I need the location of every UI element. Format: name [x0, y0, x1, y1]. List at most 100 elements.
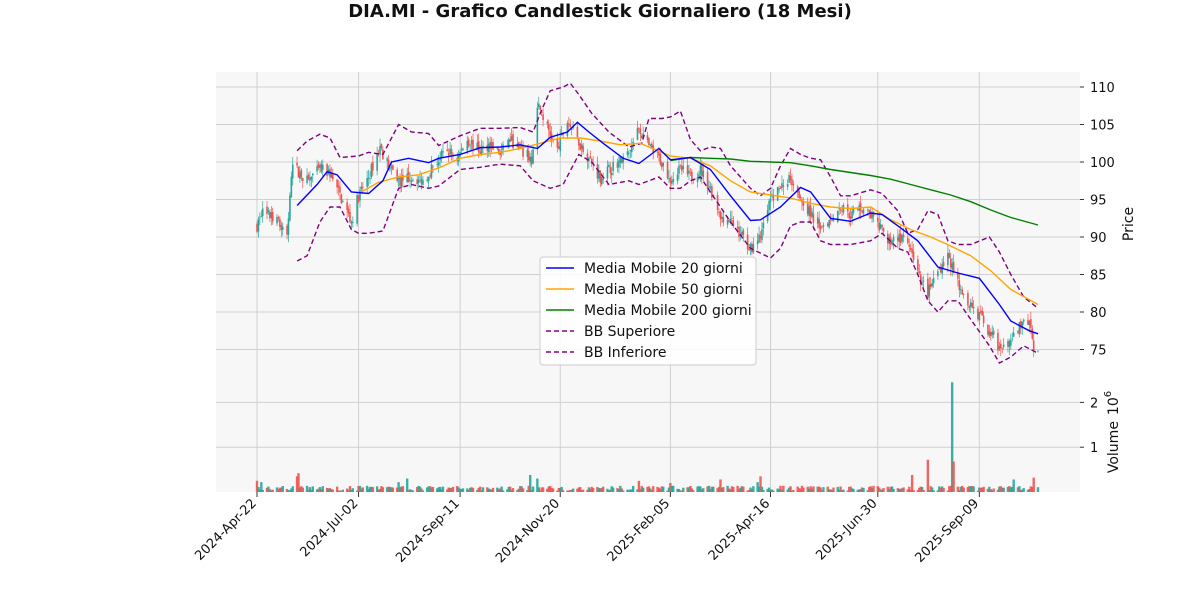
candle-body	[682, 166, 685, 170]
candle-body	[671, 180, 673, 184]
candle-body	[838, 208, 840, 210]
volume-bar	[790, 490, 794, 492]
candle-body	[429, 175, 431, 177]
candle-body	[862, 209, 865, 214]
candle-body	[352, 221, 354, 223]
candle-body	[972, 306, 975, 309]
volume-bar	[480, 490, 483, 492]
volume-bar	[430, 487, 433, 492]
candle-body	[642, 133, 645, 138]
volume-bar	[375, 486, 379, 492]
candle-body	[492, 142, 494, 150]
volume-bar	[566, 490, 569, 492]
candle-body	[309, 177, 311, 181]
candle-body	[782, 185, 785, 187]
volume-bar	[829, 489, 832, 492]
volume-bar	[458, 489, 462, 492]
volume-bar	[656, 486, 659, 492]
candle-body	[397, 177, 400, 180]
volume-bar	[310, 490, 313, 492]
candle-body	[1000, 343, 1002, 349]
volume-bar	[470, 487, 473, 492]
volume-bar	[756, 482, 759, 492]
volume-bar	[290, 488, 293, 492]
candle-body	[842, 205, 845, 213]
volume-bar	[890, 486, 894, 492]
candle-body	[659, 153, 662, 165]
volume-bar	[888, 488, 891, 492]
volume-bar	[368, 487, 372, 492]
candle-body	[602, 179, 604, 181]
candle-body	[326, 164, 328, 176]
volume-bar	[959, 486, 962, 492]
volume-bar	[772, 490, 775, 492]
candle-body	[928, 284, 931, 297]
volume-bar	[700, 489, 704, 492]
candle-body	[310, 177, 313, 180]
volume-bar	[830, 490, 834, 492]
volume-bar	[649, 488, 652, 492]
candle-body	[359, 189, 361, 201]
candle-body	[968, 306, 971, 308]
candle-body	[620, 158, 623, 164]
volume-bar	[912, 490, 915, 492]
volume-bar	[300, 486, 303, 492]
volume-bar	[287, 490, 290, 492]
candle-body	[372, 162, 374, 171]
candle-body	[728, 220, 730, 222]
candle-body	[1007, 341, 1009, 347]
volume-bar	[596, 487, 599, 492]
volume-bar	[859, 489, 862, 492]
volume-bar	[796, 486, 799, 492]
candle-body	[788, 175, 790, 183]
candle-body	[702, 170, 705, 178]
volume-bar	[391, 487, 395, 492]
legend-label-bb-lower: BB Inferiore	[584, 345, 666, 361]
volume-bar	[307, 489, 310, 492]
volume-bar	[487, 488, 490, 492]
volume-bar	[766, 488, 769, 492]
volume-bar	[1019, 489, 1023, 492]
candle-body	[649, 144, 652, 146]
candle-body	[629, 149, 632, 151]
candle-body	[1010, 340, 1012, 346]
volume-bar	[727, 488, 731, 492]
volume-bar	[789, 486, 792, 492]
volume-bar	[540, 487, 543, 492]
volume-bar	[521, 488, 525, 492]
volume-bar	[812, 486, 815, 492]
candle-body	[536, 107, 539, 148]
volume-bar	[367, 488, 370, 492]
candle-body	[676, 174, 679, 182]
volume-bar	[556, 490, 559, 492]
candle-body	[708, 187, 710, 189]
volume-bar	[960, 485, 964, 492]
volume-bar	[508, 486, 512, 492]
volume-bar	[315, 489, 319, 492]
volume-tick-label: 1	[1090, 441, 1098, 456]
candle-body	[480, 147, 483, 154]
volume-bar	[490, 489, 493, 492]
volume-bar	[616, 488, 619, 492]
volume-bar	[609, 489, 612, 492]
candle-body	[589, 156, 592, 158]
volume-bar	[799, 488, 802, 492]
volume-bar	[770, 489, 774, 492]
volume-bar	[431, 486, 435, 492]
volume-bar	[446, 489, 449, 492]
volume-bar	[546, 488, 549, 492]
volume-bar	[619, 485, 622, 492]
volume-bar	[742, 486, 745, 492]
volume-bar	[898, 488, 901, 492]
volume-bar	[576, 488, 579, 492]
candle-body	[470, 140, 473, 145]
volume-bar	[866, 490, 869, 492]
candle-body	[608, 164, 610, 168]
candle-body	[969, 302, 972, 307]
volume-bar	[285, 488, 289, 492]
candle-body	[616, 162, 619, 168]
volume-bar	[816, 486, 819, 492]
candle-body	[580, 144, 583, 150]
volume-bar	[652, 486, 655, 492]
candle-body	[736, 226, 739, 229]
